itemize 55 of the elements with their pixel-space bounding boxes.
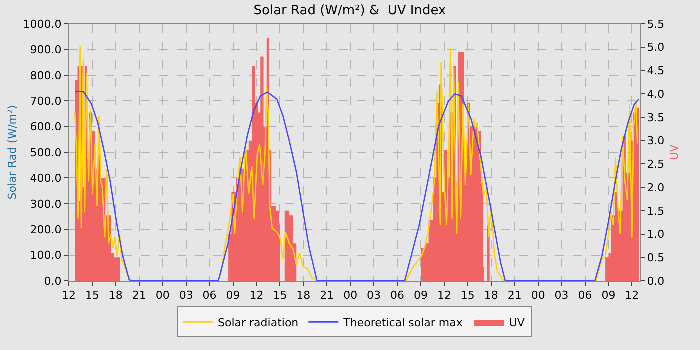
- y2-tick-label: 0.5: [647, 251, 665, 264]
- x-tick-label: 15: [273, 289, 288, 302]
- y-tick-label: 800.0: [30, 69, 62, 82]
- x-tick-label: 12: [625, 289, 640, 302]
- x-tick-label: 15: [85, 289, 100, 302]
- y-tick-label: 300.0: [30, 198, 62, 211]
- x-tick-label: 03: [179, 289, 194, 302]
- legend-label: Theoretical solar max: [342, 316, 464, 330]
- y2-axis-title: UV: [668, 144, 681, 160]
- y-tick-label: 200.0: [30, 223, 62, 236]
- y-tick-label: 600.0: [30, 120, 62, 134]
- x-tick-label: 18: [296, 289, 311, 302]
- y2-tick-label: 5.5: [647, 18, 665, 31]
- y2-tick-label: 3.0: [647, 134, 665, 148]
- y2-tick-label: 4.0: [647, 88, 665, 101]
- y-tick-label: 900.0: [30, 44, 62, 57]
- legend-label: Solar radiation: [218, 316, 299, 330]
- x-tick-label: 18: [108, 289, 123, 302]
- x-tick-label: 12: [62, 289, 76, 302]
- y2-tick-label: 0.0: [647, 274, 665, 288]
- y2-tick-label: 2.5: [647, 158, 665, 172]
- y-tick-label: 400.0: [30, 172, 62, 186]
- x-tick-label: 03: [554, 289, 569, 302]
- x-tick-label: 18: [484, 289, 498, 302]
- x-tick-label: 00: [531, 289, 546, 302]
- y-tick-label: 500.0: [30, 146, 62, 160]
- x-tick-label: 12: [250, 289, 264, 302]
- y2-tick-label: 1.0: [647, 228, 665, 242]
- x-tick-label: 09: [226, 289, 240, 302]
- x-tick-label: 21: [508, 289, 522, 302]
- line-series: [74, 90, 640, 281]
- x-tick-label: 21: [320, 289, 334, 302]
- x-tick-label: 06: [390, 289, 405, 302]
- x-tick-label: 03: [367, 289, 382, 302]
- legend-label: UV: [509, 316, 526, 330]
- y2-tick-label: 5.0: [647, 41, 665, 54]
- y-tick-label: 0.0: [44, 274, 62, 288]
- x-tick-label: 21: [132, 289, 146, 302]
- x-tick-label: 00: [344, 289, 358, 302]
- y2-tick-label: 4.5: [647, 64, 665, 78]
- x-tick-label: 15: [460, 289, 475, 302]
- y-tick-label: 1000.0: [23, 18, 62, 31]
- y2-tick-label: 1.5: [647, 204, 665, 218]
- x-tick-label: 06: [578, 289, 592, 302]
- y2-tick-label: 3.5: [647, 111, 665, 124]
- y-tick-label: 700.0: [30, 94, 62, 108]
- chart-title: Solar Rad (W/m²) & UV Index: [254, 3, 447, 18]
- x-tick-label: 09: [414, 289, 428, 302]
- y2-tick-label: 2.0: [647, 181, 665, 194]
- y-tick-label: 100.0: [30, 249, 62, 262]
- x-tick-label: 00: [156, 289, 170, 302]
- x-tick-label: 09: [602, 289, 616, 302]
- x-tick-label: 12: [437, 289, 452, 302]
- x-tick-label: 06: [202, 289, 217, 302]
- y-axis-title: Solar Rad (W/m²): [6, 105, 19, 200]
